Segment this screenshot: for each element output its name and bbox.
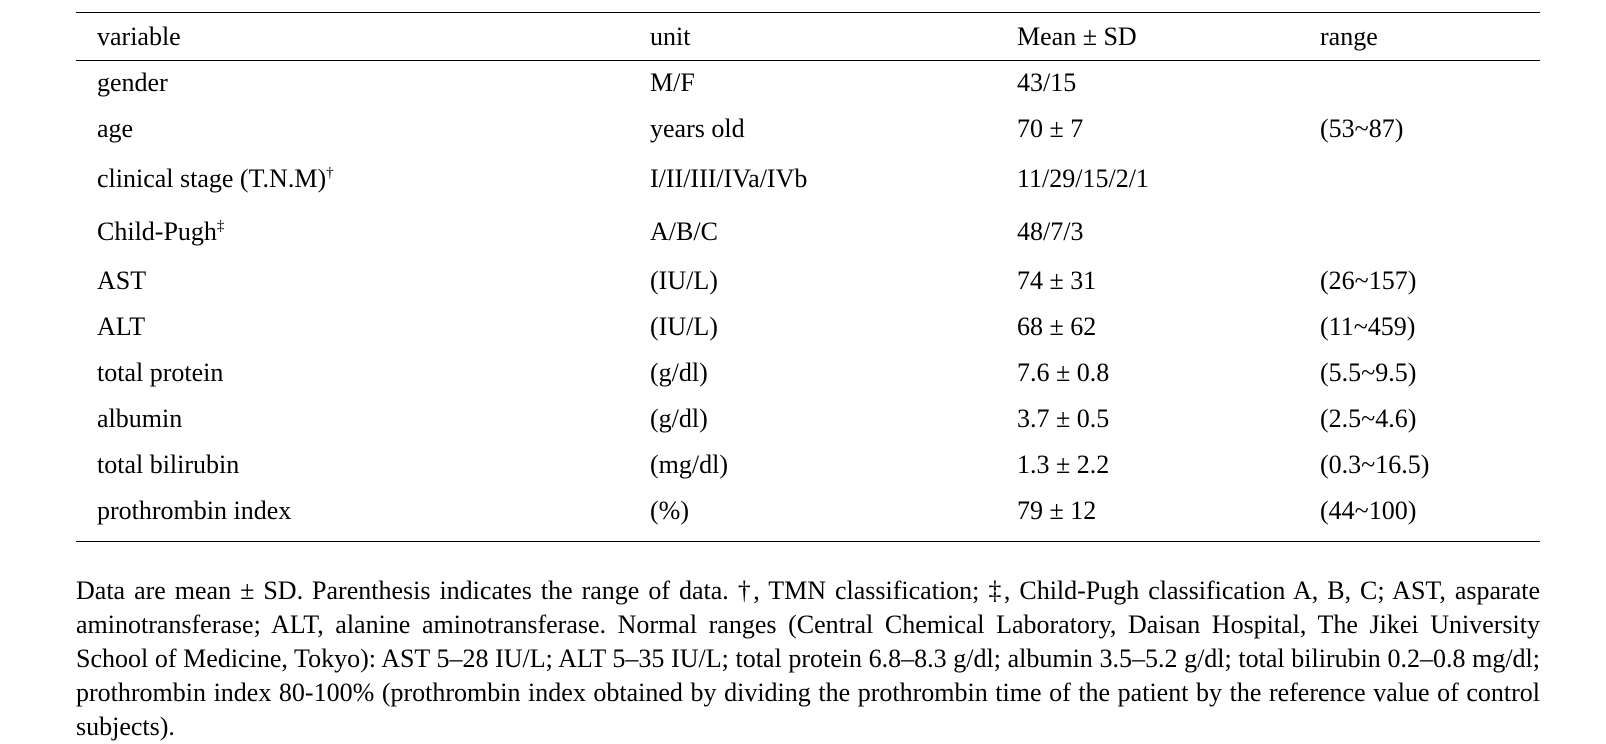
variable-label: total protein [97, 358, 224, 387]
variable-label: total bilirubin [97, 450, 240, 479]
cell-mean-sd: 74 ± 31 [1017, 266, 1097, 295]
header-mean-sd: Mean ± SD [1017, 22, 1137, 51]
variable-label: Child-Pugh [97, 216, 217, 246]
cell-unit: (g/dl) [650, 358, 708, 387]
table-header-rule [76, 60, 1540, 61]
variable-label: albumin [97, 404, 183, 433]
cell-unit: (%) [650, 496, 689, 525]
cell-range [1320, 152, 1540, 205]
patient-characteristics-table: variable unit Mean ± SD range gender M/F… [76, 14, 1540, 534]
variable-label: AST [97, 266, 147, 295]
table-row: ALT (IU/L) 68 ± 62 (11~459) [76, 304, 1540, 350]
cell-range: (53~87) [1320, 114, 1404, 143]
cell-mean-sd: 1.3 ± 2.2 [1017, 450, 1110, 479]
table-row: clinical stage (T.N.M)† I/II/III/IVa/IVb… [76, 152, 1540, 205]
table-row: gender M/F 43/15 [76, 60, 1540, 106]
cell-variable: clinical stage (T.N.M)† [76, 152, 650, 205]
cell-range: (2.5~4.6) [1320, 404, 1417, 433]
variable-label: prothrombin index [97, 496, 292, 525]
table-footnote: Data are mean ± SD. Parenthesis indicate… [76, 576, 1540, 741]
cell-range: (5.5~9.5) [1320, 358, 1417, 387]
cell-range [1320, 60, 1540, 106]
cell-variable: ALT [76, 304, 650, 350]
table-row: prothrombin index (%) 79 ± 12 (44~100) [76, 488, 1540, 534]
double-dagger-footnote-mark: ‡ [216, 217, 225, 234]
cell-unit: years old [650, 114, 745, 143]
cell-mean-sd: 7.6 ± 0.8 [1017, 358, 1110, 387]
table-row: albumin (g/dl) 3.7 ± 0.5 (2.5~4.6) [76, 396, 1540, 442]
header-variable: variable [97, 22, 181, 51]
cell-mean-sd: 70 ± 7 [1017, 114, 1084, 143]
cell-unit: (IU/L) [650, 266, 718, 295]
cell-mean-sd: 11/29/15/2/1 [1017, 163, 1149, 193]
cell-unit: M/F [650, 68, 695, 97]
header-range: range [1320, 22, 1378, 51]
variable-label: age [97, 114, 134, 143]
cell-variable: age [76, 106, 650, 152]
cell-range: (26~157) [1320, 266, 1417, 295]
cell-variable: AST [76, 258, 650, 304]
cell-range [1320, 205, 1540, 258]
cell-range: (11~459) [1320, 312, 1416, 341]
cell-range: (0.3~16.5) [1320, 450, 1430, 479]
table-bottom-rule [76, 541, 1540, 542]
table-header-row: variable unit Mean ± SD range [76, 14, 1540, 60]
variable-label: ALT [97, 312, 146, 341]
cell-unit: (g/dl) [650, 404, 708, 433]
cell-unit: I/II/III/IVa/IVb [650, 163, 808, 193]
cell-mean-sd: 3.7 ± 0.5 [1017, 404, 1110, 433]
cell-mean-sd: 48/7/3 [1017, 216, 1084, 246]
cell-variable: total bilirubin [76, 442, 650, 488]
cell-variable: total protein [76, 350, 650, 396]
table-row: AST (IU/L) 74 ± 31 (26~157) [76, 258, 1540, 304]
cell-variable: albumin [76, 396, 650, 442]
cell-unit: (mg/dl) [650, 450, 728, 479]
header-unit: unit [650, 22, 691, 51]
table-row: Child-Pugh‡ A/B/C 48/7/3 [76, 205, 1540, 258]
variable-label: gender [97, 68, 168, 97]
variable-label: clinical stage (T.N.M) [97, 163, 327, 193]
table-row: total bilirubin (mg/dl) 1.3 ± 2.2 (0.3~1… [76, 442, 1540, 488]
cell-unit: (IU/L) [650, 312, 718, 341]
cell-variable: prothrombin index [76, 488, 650, 534]
dagger-footnote-mark: † [326, 164, 334, 181]
cell-unit: A/B/C [650, 216, 718, 246]
cell-mean-sd: 43/15 [1017, 68, 1077, 97]
table-row: total protein (g/dl) 7.6 ± 0.8 (5.5~9.5) [76, 350, 1540, 396]
table-top-rule [76, 12, 1540, 13]
cell-mean-sd: 79 ± 12 [1017, 496, 1097, 525]
cell-variable: Child-Pugh‡ [76, 205, 650, 258]
table-row: age years old 70 ± 7 (53~87) [76, 106, 1540, 152]
cell-range: (44~100) [1320, 496, 1417, 525]
cell-mean-sd: 68 ± 62 [1017, 312, 1097, 341]
cell-variable: gender [76, 60, 650, 106]
